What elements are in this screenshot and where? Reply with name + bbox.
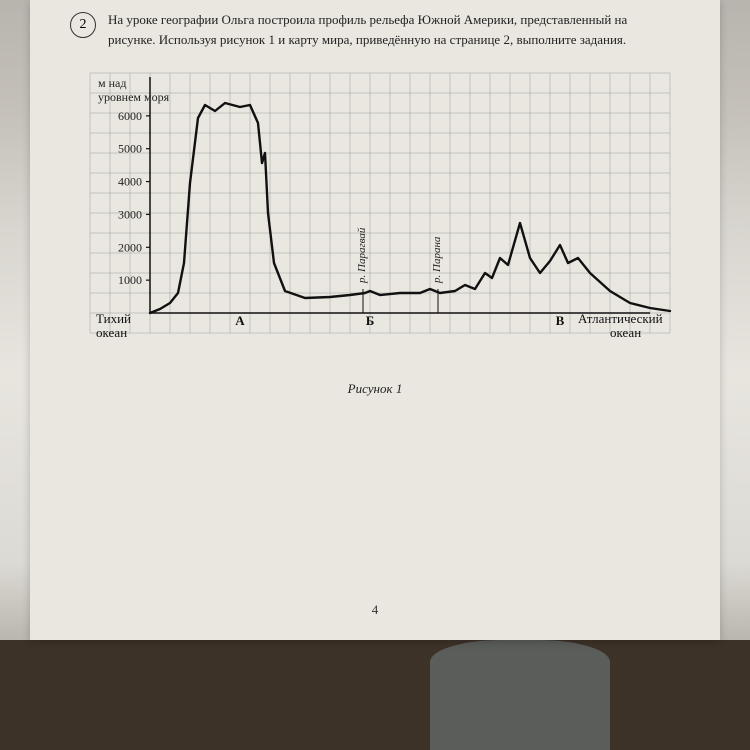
svg-text:6000: 6000 (118, 109, 142, 123)
svg-text:Атлантический: Атлантический (578, 311, 663, 326)
svg-text:5000: 5000 (118, 142, 142, 156)
svg-text:океан: океан (96, 325, 127, 340)
svg-text:А: А (235, 313, 245, 328)
svg-text:р. Парагвай: р. Парагвай (356, 227, 368, 284)
task-line-1: На уроке географии Ольга построила профи… (108, 12, 627, 27)
svg-text:4000: 4000 (118, 175, 142, 189)
svg-text:Тихий: Тихий (96, 311, 131, 326)
task-text: На уроке географии Ольга построила профи… (108, 10, 627, 49)
task-block: 2 На уроке географии Ольга построила про… (70, 10, 680, 49)
svg-text:2000: 2000 (118, 240, 142, 254)
person-leg (430, 640, 610, 750)
task-line-2: рисунке. Используя рисунок 1 и карту мир… (108, 32, 626, 47)
svg-text:океан: океан (610, 325, 641, 340)
page-number: 4 (30, 602, 720, 618)
svg-text:уровнем моря: уровнем моря (98, 90, 170, 104)
desk-surface (0, 640, 750, 750)
svg-text:р. Парана: р. Парана (431, 236, 443, 284)
svg-text:3000: 3000 (118, 207, 142, 221)
svg-text:В: В (556, 313, 565, 328)
svg-text:Б: Б (366, 313, 375, 328)
svg-text:м над: м над (98, 76, 126, 90)
task-number-circle: 2 (70, 12, 96, 38)
figure-caption: Рисунок 1 (70, 381, 680, 397)
task-number: 2 (80, 17, 87, 33)
svg-text:1000: 1000 (118, 273, 142, 287)
elevation-chart: 1000 2000 3000 4000 5000 6000 м надуровнем мор… (70, 63, 650, 373)
worksheet-page: 2 На уроке географии Ольга построила про… (30, 0, 720, 640)
